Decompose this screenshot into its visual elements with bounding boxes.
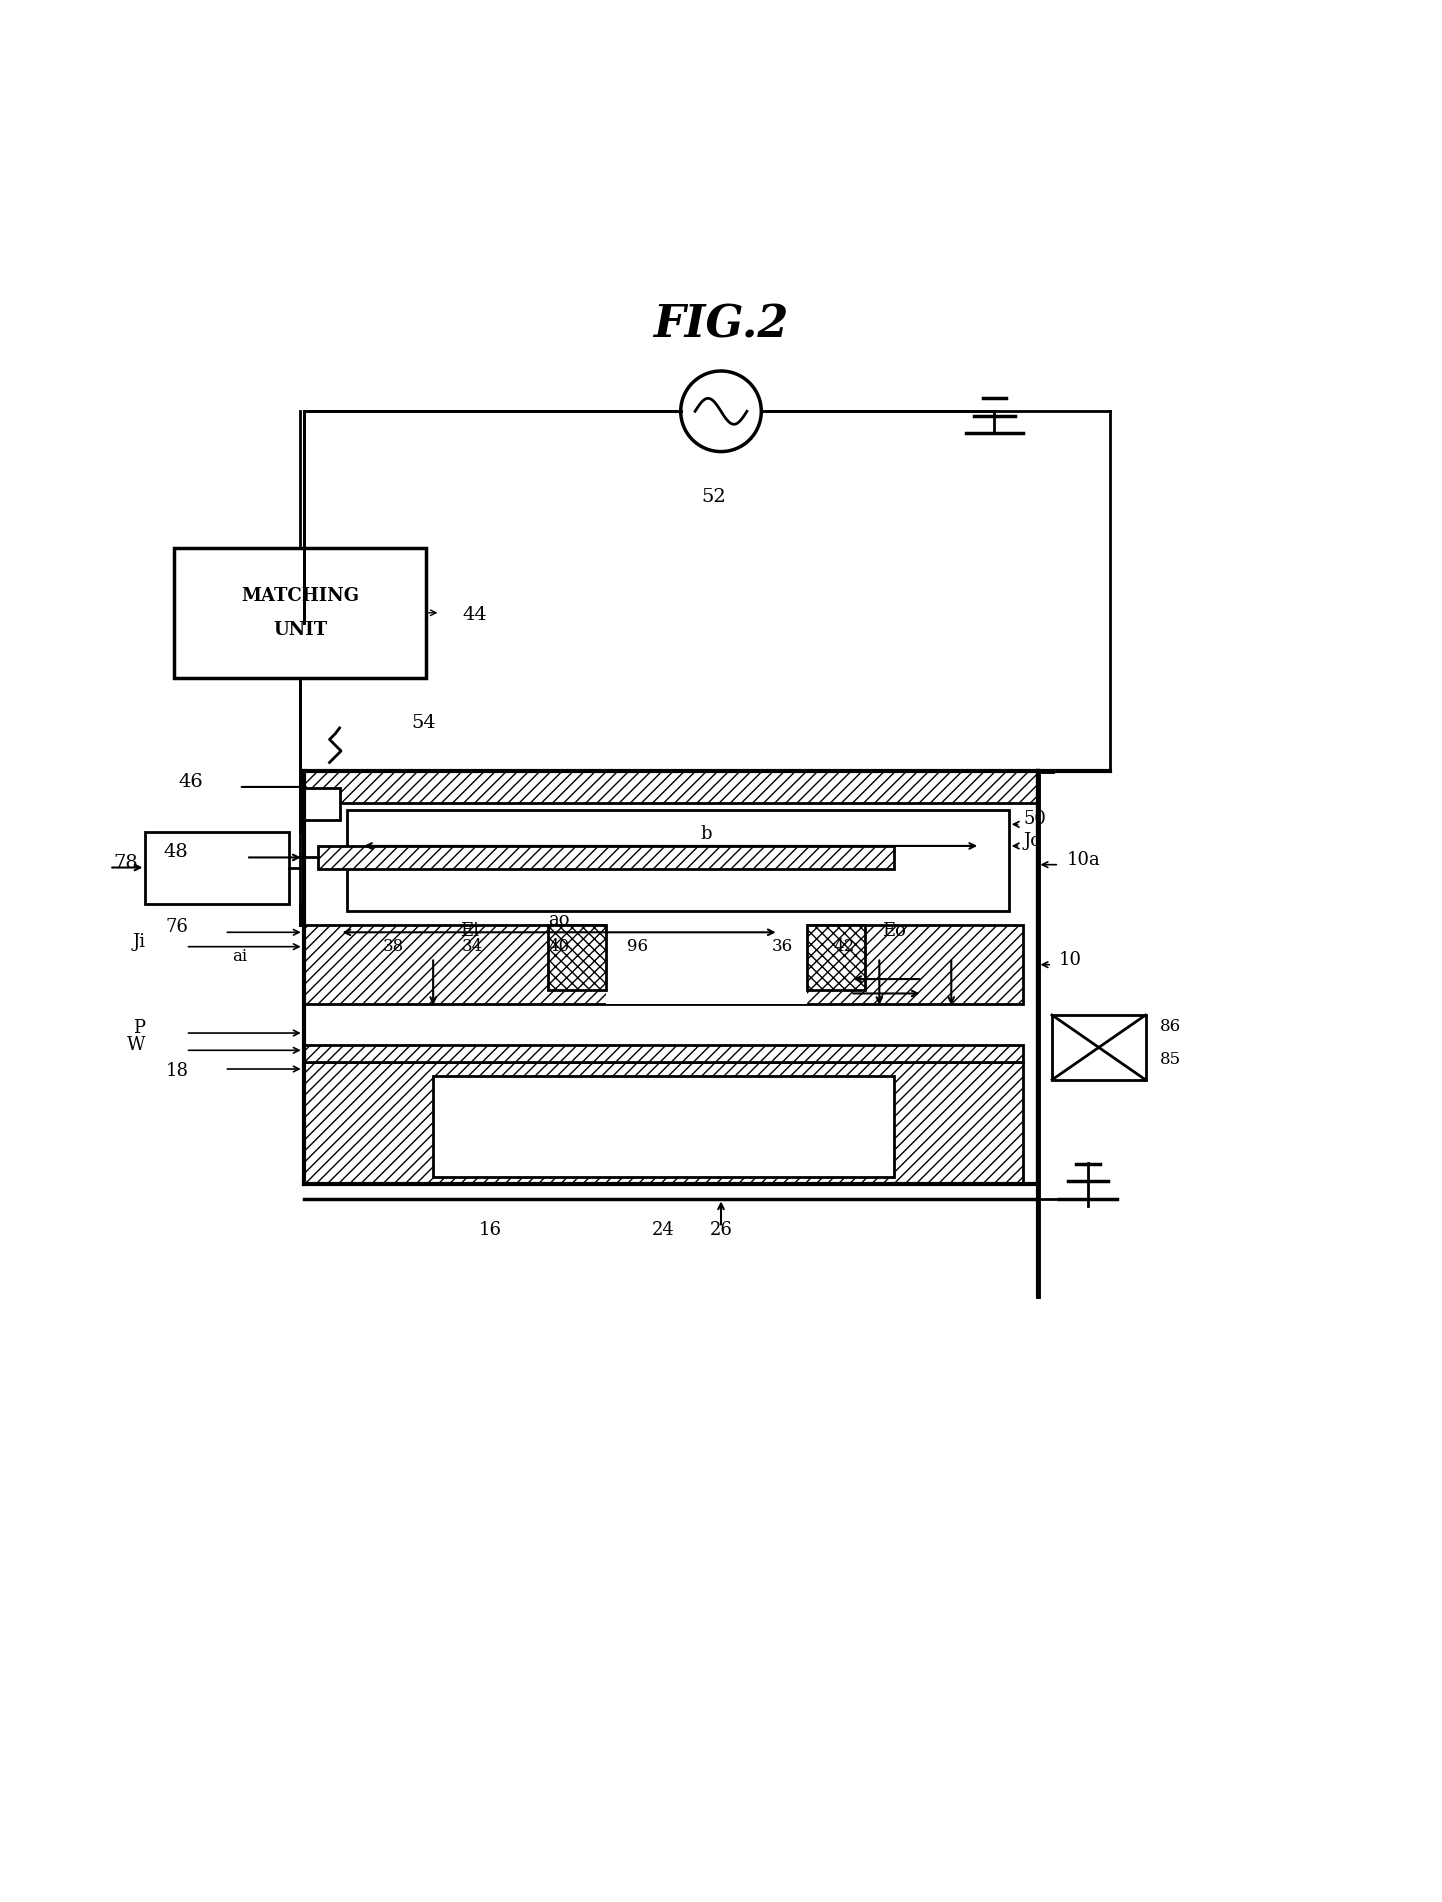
Bar <box>348 810 1009 911</box>
Bar <box>319 846 894 869</box>
Text: P: P <box>133 1019 146 1037</box>
Text: Eo: Eo <box>881 922 906 940</box>
Bar <box>304 1061 1024 1185</box>
Text: FIG.2: FIG.2 <box>653 304 789 346</box>
Text: MATCHING: MATCHING <box>241 586 359 605</box>
Bar <box>304 787 340 820</box>
Bar <box>808 924 865 989</box>
Text: 36: 36 <box>771 938 793 955</box>
Bar <box>304 1044 1024 1061</box>
Bar <box>304 924 1024 1004</box>
Text: 40: 40 <box>548 938 570 955</box>
Text: Ei: Ei <box>460 922 479 940</box>
Text: 24: 24 <box>652 1221 675 1238</box>
Text: 86: 86 <box>1159 1018 1181 1035</box>
Text: 48: 48 <box>164 843 189 862</box>
Text: 16: 16 <box>479 1221 502 1238</box>
Text: ao: ao <box>548 911 570 928</box>
Text: Ji: Ji <box>133 932 146 951</box>
Text: 44: 44 <box>461 607 487 624</box>
Bar <box>606 919 808 1004</box>
Text: 85: 85 <box>1159 1050 1181 1067</box>
Text: 50: 50 <box>1024 810 1045 829</box>
Text: 42: 42 <box>833 938 855 955</box>
Text: 76: 76 <box>166 919 189 936</box>
Text: UNIT: UNIT <box>273 622 327 639</box>
Text: W: W <box>127 1037 146 1054</box>
Bar <box>433 1077 894 1177</box>
Text: 34: 34 <box>461 938 483 955</box>
Text: 26: 26 <box>709 1221 733 1238</box>
Text: 10a: 10a <box>1067 850 1100 869</box>
Text: ai: ai <box>232 947 247 964</box>
Text: 54: 54 <box>411 713 437 732</box>
Text: 52: 52 <box>701 489 727 506</box>
Text: Jo: Jo <box>1024 831 1041 850</box>
Bar <box>304 770 1038 803</box>
Text: 46: 46 <box>179 772 203 791</box>
Text: 18: 18 <box>166 1061 189 1080</box>
FancyBboxPatch shape <box>174 548 425 677</box>
Bar <box>1053 1016 1145 1080</box>
Text: 96: 96 <box>627 938 649 955</box>
Bar <box>146 831 290 903</box>
Text: b: b <box>701 825 712 843</box>
Text: 78: 78 <box>114 854 138 871</box>
Bar <box>548 924 606 989</box>
Text: 10: 10 <box>1060 951 1082 968</box>
Text: 38: 38 <box>382 938 404 955</box>
